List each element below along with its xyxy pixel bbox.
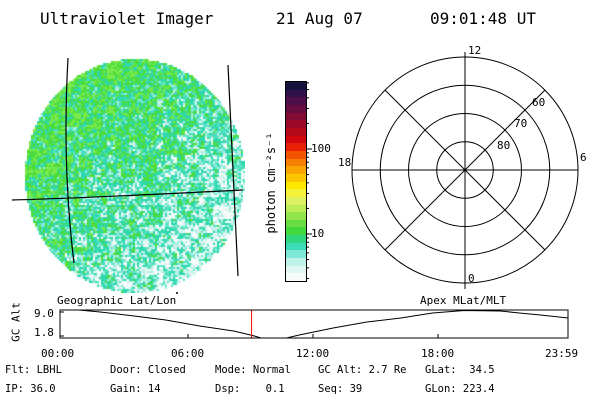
polar-mlat-label-80: 80 (497, 139, 511, 152)
colorbar-tick-label-10: 10 (311, 227, 325, 240)
status-ip: IP: 36.0 (5, 383, 56, 395)
status-seq: Seq: 39 (318, 383, 363, 395)
timeline-plot (59, 309, 569, 339)
colorbar-band (286, 196, 306, 205)
timeline-title-left: Geographic Lat/Lon (57, 294, 177, 307)
timeline-ylabel: GC Alt (9, 302, 23, 342)
polar-mlt-label-12: 12 (468, 44, 482, 57)
polar-mlat-label-60: 60 (532, 96, 546, 109)
colorbar-band (286, 212, 306, 220)
colorbar-band (286, 258, 306, 266)
geographic-gridline-meridian-right (227, 64, 239, 277)
gc-alt-curve (60, 309, 569, 339)
polar-mlt-label-18: 18 (338, 156, 352, 169)
gridline-dot (176, 292, 178, 294)
colorbar-tick-label-100: 100 (311, 142, 331, 155)
timeline-xtick-label-1200: 12:00 (296, 347, 330, 360)
status-gcalt: GC Alt: 2.7 Re (318, 364, 407, 376)
polar-spoke-sw-ne (384, 89, 546, 251)
colorbar-band (286, 89, 306, 98)
timeline-ytick-label-1.8: 1.8 (34, 326, 54, 339)
app-title: Ultraviolet Imager (40, 9, 214, 28)
status-flt: Flt: LBHL (5, 364, 62, 376)
status-dsp: Dsp: 0.1 (215, 383, 285, 395)
colorbar-band (286, 104, 306, 113)
status-mode: Mode: Normal (215, 364, 291, 376)
colorbar-band (286, 181, 306, 190)
geographic-gridline-meridian-left (65, 57, 75, 264)
geographic-gridlines (11, 57, 244, 294)
colorbar-band (286, 219, 306, 228)
colorbar-band (286, 97, 306, 105)
header-date: 21 Aug 07 (276, 9, 363, 28)
colorbar-band (286, 158, 306, 167)
polar-grid (351, 52, 579, 289)
polar-mlat-label-70: 70 (514, 117, 528, 130)
colorbar-band (286, 120, 306, 128)
colorbar-band (286, 143, 306, 151)
timeline-xtick-label-2359: 23:59 (545, 347, 579, 360)
colorbar-band (286, 242, 306, 251)
colorbar-band (286, 273, 306, 282)
polar-mlt-label-0: 0 (468, 272, 475, 285)
timeline-plot-box (59, 309, 569, 339)
status-gain: Gain: 14 (110, 383, 161, 395)
timeline-title-right: Apex MLat/MLT (420, 294, 507, 307)
uvi-disk-image (23, 57, 245, 293)
geographic-gridline-parallel (11, 189, 244, 201)
timeline-xtick-label-0600: 06:00 (171, 347, 205, 360)
status-glon: GLon: 223.4 (425, 383, 495, 395)
colorbar-band (286, 250, 306, 259)
colorbar-band (286, 173, 306, 182)
colorbar-band (286, 265, 306, 274)
colorbar-band (286, 112, 306, 121)
timeline-xtick-label-0000: 00:00 (41, 347, 75, 360)
polar-mlt-label-6: 6 (580, 151, 587, 164)
colorbar-band (286, 135, 306, 144)
colorbar-band (286, 127, 306, 136)
colorbar-band (286, 150, 306, 159)
colorbar-band (286, 189, 306, 197)
colorbar-band (286, 235, 306, 243)
colorbar-band (286, 166, 306, 174)
status-glat: GLat: 34.5 (425, 364, 495, 376)
colorbar-band (286, 227, 306, 236)
timeline-xtick-label-1800: 18:00 (421, 347, 455, 360)
colorbar-ticks (306, 82, 312, 279)
colorbar-band (286, 204, 306, 213)
timeline-ytick-label-9.0: 9.0 (34, 307, 54, 320)
colorbar (285, 81, 307, 282)
header-time: 09:01:48 UT (430, 9, 536, 28)
status-door: Door: Closed (110, 364, 186, 376)
colorbar-band (286, 82, 306, 90)
